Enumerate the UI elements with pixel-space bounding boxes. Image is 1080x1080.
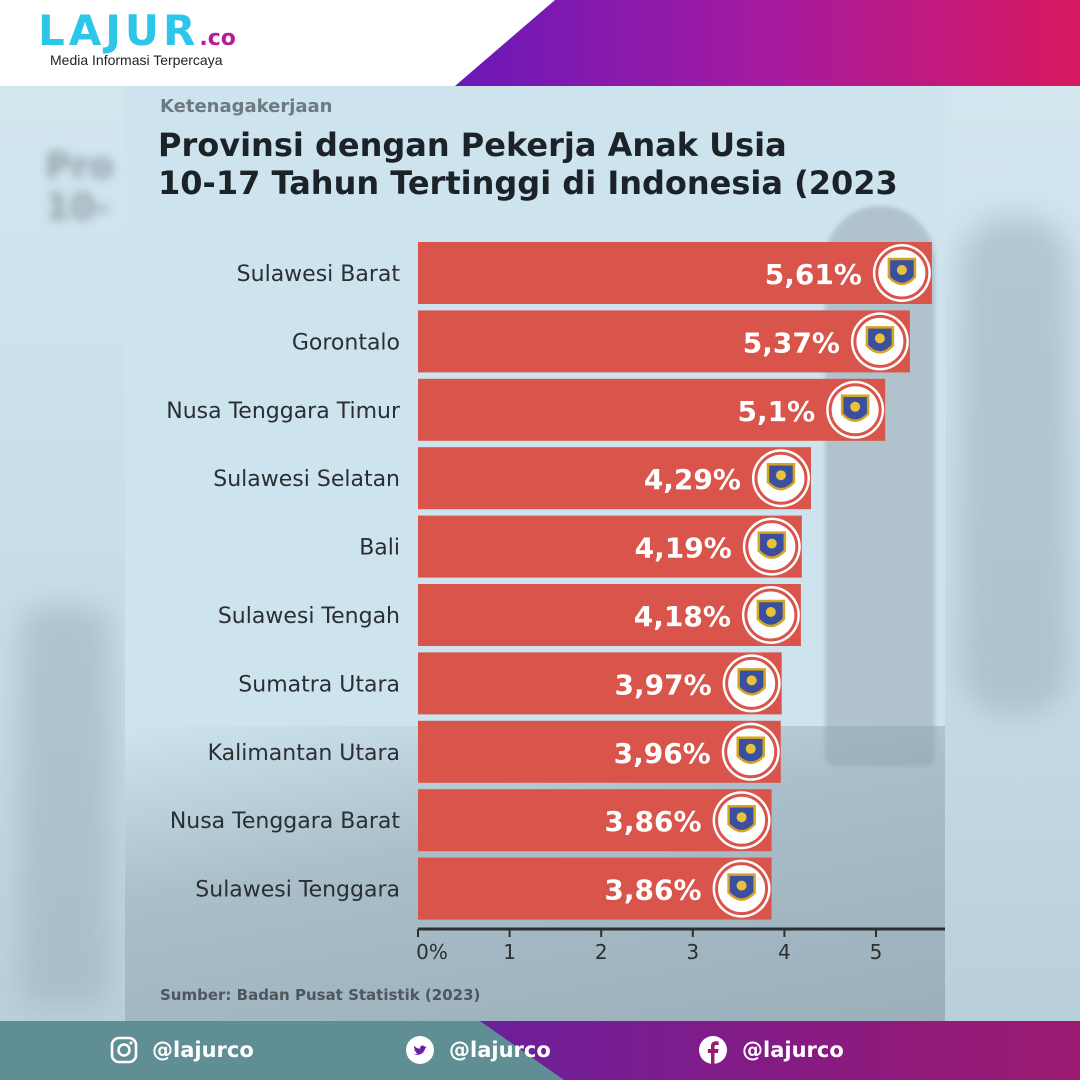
category-label: Gorontalo <box>292 330 400 355</box>
province-emblem-icon <box>872 244 931 302</box>
province-emblem-icon <box>721 722 780 781</box>
bar <box>418 447 811 510</box>
x-tick-label: 1 <box>503 940 516 964</box>
bar-group: Gorontalo 5,37% <box>292 310 910 373</box>
bar-group: Kalimantan Utara 3,96% <box>208 720 781 783</box>
province-emblem-icon <box>712 859 771 918</box>
value-label: 5,61% <box>765 258 862 291</box>
logo-tld: .co <box>199 26 236 51</box>
value-label: 3,96% <box>614 737 711 770</box>
category-label: Sulawesi Tengah <box>218 604 400 629</box>
twitter-handle: @lajurco <box>449 1038 551 1062</box>
logo-wordmark: LAJUR.co <box>38 6 236 64</box>
bar <box>418 584 801 646</box>
value-label: 3,97% <box>615 668 712 701</box>
bar <box>418 310 910 373</box>
footer-gradient-band <box>480 1021 1080 1080</box>
value-label: 3,86% <box>604 874 701 907</box>
chart-title-line1: Provinsi dengan Pekerja Anak Usia <box>158 126 787 164</box>
category-label: Ketenagakerjaan <box>160 96 333 117</box>
value-label: 4,18% <box>634 600 731 633</box>
bg-title-echo: Pro 10- <box>45 146 114 226</box>
value-label: 4,19% <box>635 532 732 565</box>
top-header: LAJUR.co Media Informasi Terpercaya <box>0 0 1080 86</box>
province-emblem-icon <box>826 380 885 439</box>
x-tick-label: 2 <box>595 940 608 964</box>
bar-group: Nusa Tenggara Timur 5,1% <box>166 378 886 441</box>
province-emblem-icon <box>850 312 909 371</box>
facebook-handle: @lajurco <box>742 1038 844 1062</box>
bg-scaffold <box>20 606 110 1006</box>
bar-chart: Sulawesi Barat 5,61% Gorontalo 5,37% Nusa Te… <box>166 242 945 964</box>
twitter-link[interactable]: @lajurco <box>405 1035 551 1065</box>
category-label: Nusa Tenggara Barat <box>170 809 401 834</box>
x-tick-label: 0% <box>416 940 448 964</box>
value-label: 3,86% <box>604 805 701 838</box>
bar-group: Sulawesi Tengah 4,18% <box>218 584 801 646</box>
facebook-link[interactable]: @lajurco <box>698 1035 844 1065</box>
value-label: 4,29% <box>644 463 741 496</box>
bar <box>418 652 782 715</box>
x-axis: 0% 1 2 3 4 5 <box>416 927 945 964</box>
bar <box>418 378 886 441</box>
province-emblem-icon <box>722 654 781 713</box>
x-tick-label: 4 <box>778 940 791 964</box>
category-label: Sulawesi Tenggara <box>195 878 400 903</box>
bars-layer: Sulawesi Barat 5,61% Gorontalo 5,37% Nusa Te… <box>166 242 932 920</box>
source-note: Sumber: Badan Pusat Statistik (2023) <box>160 986 481 1004</box>
instagram-icon <box>110 1036 138 1064</box>
chart-title-line2: 10-17 Tahun Tertinggi di Indonesia (2023 <box>158 164 898 202</box>
bar <box>418 242 932 304</box>
header-gradient-band <box>455 0 1080 86</box>
category-label: Kalimantan Utara <box>208 741 400 766</box>
bar <box>418 720 781 783</box>
x-tick-label: 5 <box>870 940 883 964</box>
bar-group: Sulawesi Tenggara 3,86% <box>195 857 772 920</box>
bar-group: Sulawesi Barat 5,61% <box>237 242 932 304</box>
logo-name: LAJUR <box>38 6 200 55</box>
category-label: Sumatra Utara <box>238 672 400 697</box>
category-label: Sulawesi Barat <box>237 262 401 287</box>
category-label: Nusa Tenggara Timur <box>166 399 401 424</box>
province-emblem-icon <box>741 586 800 644</box>
bar-group: Bali 4,19% <box>359 515 802 578</box>
brand-logo[interactable]: LAJUR.co Media Informasi Terpercaya <box>38 6 298 76</box>
infographic-card: Ketenagakerjaan Provinsi dengan Pekerja … <box>125 86 945 1021</box>
bar-group: Nusa Tenggara Barat 3,86% <box>170 789 772 852</box>
value-label: 5,1% <box>738 395 816 428</box>
instagram-link[interactable]: @lajurco <box>110 1035 254 1065</box>
chart-title: Provinsi dengan Pekerja Anak Usia 10-17 … <box>158 126 898 202</box>
province-emblem-icon <box>712 791 771 850</box>
province-emblem-icon <box>742 517 801 576</box>
social-footer: @lajurco @lajurco @lajurco <box>0 1021 1080 1080</box>
bar-group: Sulawesi Selatan 4,29% <box>213 447 811 510</box>
twitter-icon <box>406 1036 434 1064</box>
bar-group: Sumatra Utara 3,97% <box>238 652 782 715</box>
category-label: Bali <box>359 536 400 561</box>
instagram-handle: @lajurco <box>152 1038 254 1062</box>
value-label: 5,37% <box>743 326 840 359</box>
bar <box>418 515 802 578</box>
province-emblem-icon <box>751 449 810 508</box>
brand-tagline: Media Informasi Terpercaya <box>50 52 223 68</box>
x-tick-label: 3 <box>686 940 699 964</box>
bg-silhouette <box>960 216 1070 716</box>
category-label: Sulawesi Selatan <box>213 467 400 492</box>
facebook-icon <box>699 1036 727 1064</box>
